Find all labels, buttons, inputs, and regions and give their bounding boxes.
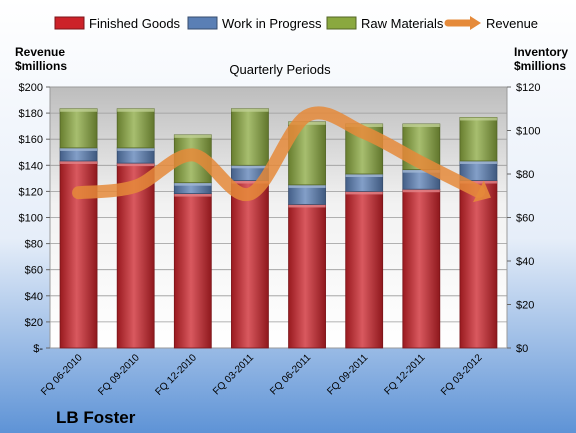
- bar-segment-top-highlight: [288, 184, 326, 188]
- bar-segment-raw-materials: [231, 108, 269, 166]
- bar-segment-top-highlight: [174, 182, 212, 186]
- left-tick-label: $160: [19, 134, 43, 146]
- bar-segment-top-highlight: [231, 180, 269, 184]
- right-tick-label: $100: [516, 126, 540, 138]
- bar-segment-top-highlight: [117, 163, 155, 167]
- right-axis-label-line2: $millions: [514, 59, 566, 73]
- legend-swatch-work-in-progress: [187, 16, 218, 30]
- bar-segment-top-highlight: [402, 123, 440, 127]
- left-tick-label: $180: [19, 108, 43, 120]
- right-axis-label-line1: Inventory: [514, 45, 568, 59]
- bar-segment-top-highlight: [174, 193, 212, 197]
- legend-label: Work in Progress: [222, 16, 322, 31]
- left-tick-label: $-: [33, 343, 43, 355]
- left-axis-label-line1: Revenue: [15, 45, 65, 59]
- bar-segment-top-highlight: [402, 169, 440, 173]
- legend-label: Finished Goods: [89, 16, 181, 31]
- revenue-line-layer: [72, 106, 491, 203]
- bar-segment-finished-goods: [345, 190, 384, 349]
- legend-label: Revenue: [486, 16, 538, 31]
- bar-segment-raw-materials: [59, 108, 98, 149]
- legend-swatch-raw-materials: [326, 16, 357, 30]
- chart-title: Quarterly Periods: [229, 62, 331, 77]
- left-axis-label-line2: $millions: [15, 59, 67, 73]
- left-tick-label: $40: [25, 291, 43, 303]
- right-tick-label: $40: [516, 256, 534, 268]
- bar-segment-top-highlight: [174, 134, 212, 138]
- legend-swatch-finished-goods: [54, 16, 85, 30]
- left-tick-label: $60: [25, 265, 43, 277]
- bar-segment-top-highlight: [459, 117, 497, 121]
- bars: [59, 108, 498, 349]
- bar-segment-raw-materials: [116, 108, 155, 149]
- bar-segment-finished-goods: [402, 188, 441, 349]
- bar-segment-top-highlight: [231, 108, 269, 112]
- legend-swatch-revenue-arrow: [470, 16, 481, 30]
- right-tick-label: $80: [516, 169, 534, 181]
- bar-segment-finished-goods: [173, 193, 212, 349]
- left-tick-label: $20: [25, 317, 43, 329]
- left-tick-label: $80: [25, 239, 43, 251]
- bar-segment-top-highlight: [345, 174, 383, 177]
- bar-segment-top-highlight: [288, 204, 326, 208]
- company-name: LB Foster: [56, 408, 136, 427]
- left-tick-label: $120: [19, 186, 43, 198]
- bar-segment-top-highlight: [117, 147, 155, 151]
- right-tick-label: $20: [516, 300, 534, 312]
- revenue-line: [72, 106, 485, 202]
- bar-segment-top-highlight: [345, 123, 383, 127]
- bar-segment-raw-materials: [459, 117, 498, 162]
- bar-segment-top-highlight: [60, 147, 98, 151]
- legend: Finished Goods Work in Progress Raw Materi…: [54, 16, 538, 31]
- bar-segment-top-highlight: [459, 160, 497, 164]
- right-tick-label: $60: [516, 213, 534, 225]
- bar-segment-top-highlight: [231, 165, 269, 169]
- bar-segment-top-highlight: [459, 180, 497, 184]
- bar-segment-finished-goods: [231, 180, 269, 349]
- bar-segment-top-highlight: [60, 160, 98, 164]
- bar-segment-top-highlight: [60, 108, 98, 112]
- bar-segment-top-highlight: [117, 108, 155, 112]
- bar-segment-finished-goods: [288, 204, 326, 349]
- legend-label: Raw Materials: [361, 16, 444, 31]
- bar-segment-top-highlight: [402, 189, 440, 193]
- left-tick-label: $100: [19, 213, 43, 225]
- bar-segment-top-highlight: [345, 191, 383, 195]
- right-tick-label: $0: [516, 343, 528, 355]
- left-tick-label: $140: [19, 160, 43, 172]
- left-tick-label: $200: [19, 82, 43, 94]
- revenue-arrowhead: [473, 180, 491, 203]
- right-tick-label: $120: [516, 82, 540, 94]
- bar-segment-finished-goods: [459, 180, 498, 349]
